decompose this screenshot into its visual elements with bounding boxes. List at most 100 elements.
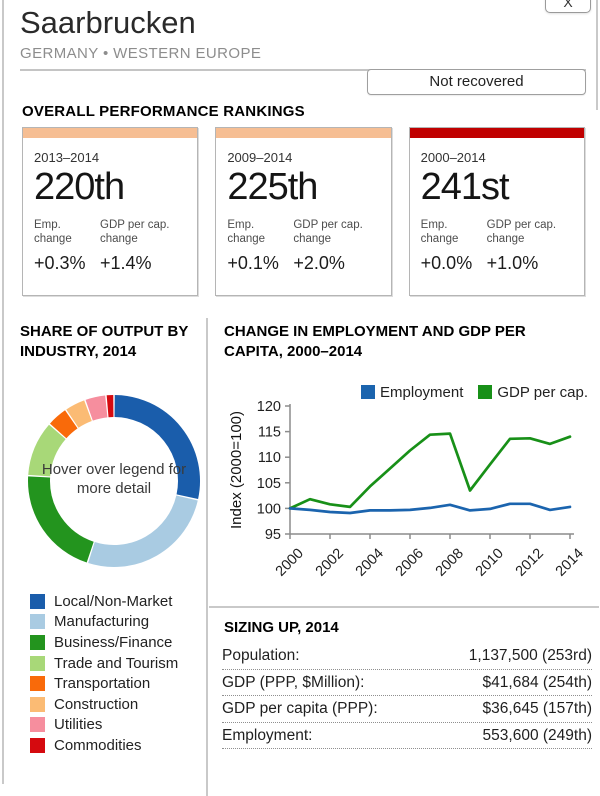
card-top-bar <box>216 128 391 138</box>
legend-swatch-icon <box>361 385 376 399</box>
ranking-cards: 2013–2014 220th Emp. change +0.3% GDP pe… <box>22 127 585 296</box>
sizing-row: GDP per capita (PPP): $36,645 (157th) <box>222 696 592 723</box>
svg-text:105: 105 <box>257 476 281 492</box>
svg-text:2000: 2000 <box>273 546 307 580</box>
legend-label: Commodities <box>54 736 142 754</box>
legend-label: Trade and Tourism <box>54 654 179 672</box>
emp-change-label: Emp. change <box>227 218 266 245</box>
industry-legend-item[interactable]: Commodities <box>30 735 178 756</box>
gdp-change-value: +1.0% <box>486 252 539 273</box>
vertical-divider <box>206 318 208 796</box>
legend-swatch-icon <box>30 614 45 630</box>
industry-donut-chart <box>28 395 200 567</box>
page-title: Saarbrucken <box>20 5 196 40</box>
donut-segment <box>28 476 95 563</box>
industry-legend-item[interactable]: Manufacturing <box>30 612 178 633</box>
legend-label: Manufacturing <box>54 613 150 631</box>
legend-label: Employment <box>380 383 464 401</box>
close-icon: X <box>563 0 573 10</box>
industry-legend: Local/Non-Market Manufacturing Business/Fi… <box>30 591 178 756</box>
svg-text:100: 100 <box>257 501 281 517</box>
svg-text:2002: 2002 <box>313 546 347 580</box>
sizing-label: Population: <box>222 647 300 664</box>
sizing-heading: SIZING UP, 2014 <box>224 619 339 636</box>
sizing-row: GDP (PPP, $Million): $41,684 (254th) <box>222 670 592 696</box>
ranking-card: 2000–2014 241st Emp. change +0.0% GDP pe… <box>408 127 585 296</box>
legend-label: Construction <box>54 695 139 713</box>
donut-segment <box>66 400 93 428</box>
svg-text:2014: 2014 <box>553 546 587 580</box>
gdp-line <box>288 432 572 510</box>
legend-label: Transportation <box>54 675 151 693</box>
chart-legend-item: GDP per cap. <box>478 383 588 401</box>
donut-segment <box>114 395 200 500</box>
industry-legend-item[interactable]: Utilities <box>30 715 178 736</box>
sizing-value: 1,137,500 (253rd) <box>468 647 592 664</box>
employment-gdp-line-chart: 95 100 105 110 115 120 2000 2002 2004 2006 2008 201… <box>228 399 587 580</box>
card-rank: 225th <box>227 166 318 208</box>
sizing-value: $41,684 (254th) <box>482 673 592 691</box>
line-chart-heading: CHANGE IN EMPLOYMENT AND GDP PER CAPITA,… <box>224 323 526 360</box>
sizing-value: $36,645 (157th) <box>482 700 592 717</box>
emp-change-label: Emp. change <box>420 218 459 245</box>
region-subtitle: GERMANY • WESTERN EUROPE <box>20 45 262 62</box>
industry-heading: SHARE OF OUTPUT BY INDUSTRY, 2014 <box>20 323 189 360</box>
sizing-value: 553,600 (249th) <box>482 726 592 744</box>
left-border <box>2 0 4 784</box>
close-button[interactable]: X <box>545 0 591 13</box>
legend-swatch-icon <box>30 655 45 671</box>
industry-legend-item[interactable]: Local/Non-Market <box>30 591 178 612</box>
svg-text:2008: 2008 <box>433 546 467 580</box>
card-rank: 220th <box>34 166 125 208</box>
svg-text:110: 110 <box>258 450 281 466</box>
industry-legend-item[interactable]: Transportation <box>30 673 178 694</box>
svg-text:115: 115 <box>258 425 281 441</box>
sizing-label: GDP (PPP, $Million): <box>222 673 365 691</box>
right-border <box>596 0 598 110</box>
svg-text:2006: 2006 <box>393 546 427 580</box>
ranking-card: 2013–2014 220th Emp. change +0.3% GDP pe… <box>22 127 199 296</box>
emp-change-label: Emp. change <box>34 218 72 245</box>
industry-legend-item[interactable]: Construction <box>30 694 178 715</box>
legend-swatch-icon <box>30 676 45 692</box>
card-period: 2000–2014 <box>420 150 486 165</box>
recovery-status-badge[interactable]: Not recovered <box>367 69 586 95</box>
line-chart-legend: Employment GDP per cap. <box>361 383 588 401</box>
donut-center-text: Hover over legend for more detail <box>41 461 187 497</box>
emp-change-value: +0.1% <box>227 252 279 273</box>
legend-swatch-icon <box>30 737 45 753</box>
sizing-label: GDP per capita (PPP): <box>222 700 378 717</box>
gdp-change-value: +2.0% <box>293 252 345 273</box>
card-top-bar <box>409 128 584 138</box>
card-rank: 241st <box>420 166 510 208</box>
legend-swatch-icon <box>30 696 45 712</box>
svg-text:2004: 2004 <box>353 546 387 580</box>
gdp-change-label: GDP per cap. change <box>293 218 363 245</box>
gdp-change-label: GDP per cap. change <box>100 218 170 245</box>
industry-legend-item[interactable]: Business/Finance <box>30 632 178 653</box>
y-axis-label: Index (2000=100) <box>228 411 245 529</box>
sizing-label: Employment: <box>222 726 313 744</box>
legend-label: GDP per cap. <box>497 383 588 401</box>
legend-label: Utilities <box>54 716 103 734</box>
employment-line <box>288 502 572 515</box>
svg-text:120: 120 <box>257 399 281 415</box>
chart-legend-item: Employment <box>361 383 464 401</box>
legend-swatch-icon <box>30 593 45 609</box>
emp-change-value: +0.3% <box>34 252 86 273</box>
legend-swatch-icon <box>478 385 493 399</box>
svg-text:95: 95 <box>265 527 281 543</box>
legend-swatch-icon <box>30 634 45 650</box>
sizing-table: Population: 1,137,500 (253rd) GDP (PPP, $M… <box>222 643 592 749</box>
emp-change-value: +0.0% <box>420 252 473 273</box>
card-period: 2013–2014 <box>34 150 100 165</box>
donut-segment <box>88 495 198 567</box>
donut-segment <box>85 395 108 421</box>
rankings-heading: OVERALL PERFORMANCE RANKINGS <box>22 103 305 120</box>
donut-segment <box>49 410 78 439</box>
gdp-change-label: GDP per cap. change <box>486 218 557 245</box>
legend-label: Business/Finance <box>54 633 173 651</box>
industry-legend-item[interactable]: Trade and Tourism <box>30 653 178 674</box>
sizing-row: Population: 1,137,500 (253rd) <box>222 643 592 670</box>
